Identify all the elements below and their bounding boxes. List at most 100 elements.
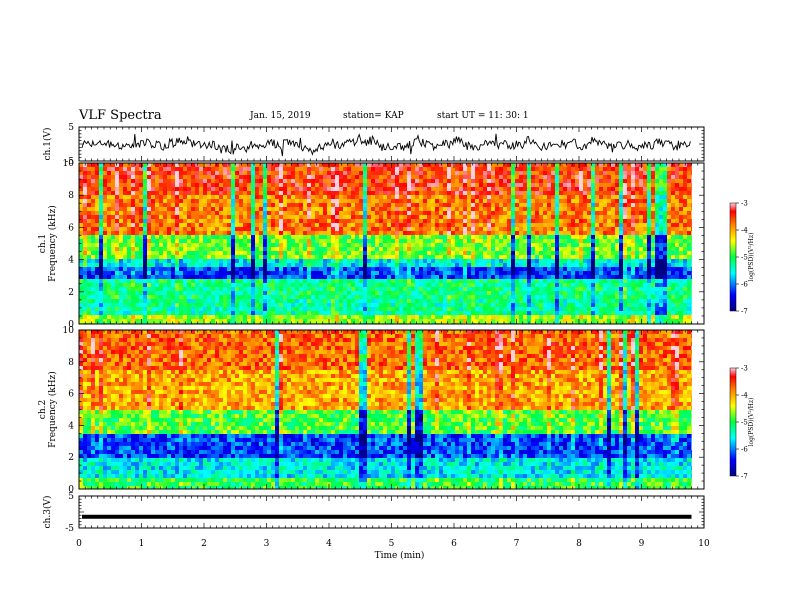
spectrogram-cell — [103, 287, 108, 292]
spectrogram-cell — [431, 247, 436, 252]
spectrogram-cell — [507, 283, 512, 288]
spectrogram-cell — [219, 167, 224, 172]
spectrogram-cell — [175, 167, 180, 172]
spectrogram-cell — [219, 283, 224, 288]
spectrogram-cell — [587, 283, 592, 288]
spectrogram-cell — [291, 199, 296, 204]
spectrogram-cell — [387, 287, 392, 292]
spectrogram-cell — [675, 219, 680, 224]
spectrogram-cell — [539, 211, 544, 216]
spectrogram-cell — [647, 271, 652, 276]
spectrogram-cell — [315, 259, 320, 264]
spectrogram-cell — [135, 175, 140, 180]
spectrogram-cell — [199, 171, 204, 176]
spectrogram-cell — [463, 187, 468, 192]
spectrogram-cell — [351, 283, 356, 288]
spectrogram-cell — [371, 259, 376, 264]
spectrogram-cell — [135, 179, 140, 184]
spectrogram-cell — [303, 247, 308, 252]
spectrogram-cell — [611, 183, 616, 188]
spectrogram-cell — [691, 187, 692, 192]
spectrogram-cell — [663, 283, 668, 288]
spectrogram-cell — [519, 235, 524, 240]
spectrogram-cell — [83, 175, 88, 180]
spectrogram-cell — [443, 191, 448, 196]
spectrogram-cell — [415, 239, 420, 244]
spectrogram-cell — [347, 199, 352, 204]
spectrogram-cell — [287, 199, 292, 204]
spectrogram-cell — [295, 251, 300, 256]
spectrogram-cell — [175, 263, 180, 268]
spectrogram-cell — [531, 191, 536, 196]
spectrogram-cell — [115, 227, 120, 232]
spectrogram-cell — [119, 211, 124, 216]
spectrogram-cell — [567, 235, 572, 240]
spectrogram-cell — [207, 231, 212, 236]
spectrogram-cell — [499, 191, 504, 196]
spectrogram-cell — [691, 199, 692, 204]
spectrogram-cell — [151, 283, 156, 288]
spectrogram-cell — [619, 219, 624, 224]
spectrogram-cell — [259, 251, 264, 256]
spectrogram-cell — [291, 239, 296, 244]
spectrogram-cell — [271, 235, 276, 240]
spectrogram-cell — [307, 271, 312, 276]
spectrogram-cell — [419, 191, 424, 196]
spectrogram-cell — [131, 275, 136, 280]
spectrogram-cell — [327, 243, 332, 248]
spectrogram-cell — [523, 263, 528, 268]
spectrogram-cell — [619, 175, 624, 180]
spectrogram-cell — [511, 247, 516, 252]
spectrogram-cell — [363, 207, 368, 212]
spectrogram-cell — [343, 275, 348, 280]
spectrogram-cell — [647, 259, 652, 264]
spectrogram-cell — [311, 235, 316, 240]
spectrogram-cell — [567, 279, 572, 284]
spectrogram-cell — [427, 231, 432, 236]
spectrogram-cell — [187, 191, 192, 196]
spectrogram-cell — [595, 271, 600, 276]
spectrogram-cell — [551, 179, 556, 184]
spectrogram-cell — [131, 235, 136, 240]
spectrogram-cell — [291, 183, 296, 188]
spectrogram-cell — [591, 275, 596, 280]
spectrogram-cell — [627, 259, 632, 264]
spectrogram-cell — [195, 207, 200, 212]
spectrogram-cell — [275, 219, 280, 224]
spectrogram-cell — [479, 231, 484, 236]
spectrogram-cell — [563, 231, 568, 236]
spectrogram-cell — [459, 255, 464, 260]
spectrogram-cell — [591, 191, 596, 196]
spectrogram-cell — [455, 211, 460, 216]
spectrogram-cell — [367, 183, 372, 188]
spectrogram-cell — [543, 263, 548, 268]
spectrogram-cell — [107, 243, 112, 248]
spectrogram-cell — [267, 183, 272, 188]
spectrogram-cell — [511, 215, 516, 220]
spectrogram-cell — [327, 199, 332, 204]
spectrogram-cell — [571, 215, 576, 220]
spectrogram-cell — [267, 211, 272, 216]
spectrogram-cell — [119, 227, 124, 232]
spectrogram-cell — [471, 207, 476, 212]
spectrogram-cell — [499, 271, 504, 276]
spectrogram-cell — [363, 231, 368, 236]
spectrogram-cell — [603, 231, 608, 236]
spectrogram-cell — [103, 191, 108, 196]
spectrogram-cell — [435, 219, 440, 224]
spectrogram-cell — [451, 243, 456, 248]
spectrogram-cell — [303, 167, 308, 172]
spectrogram-cell — [183, 243, 188, 248]
spectrogram-cell — [379, 199, 384, 204]
spectrogram-cell — [571, 231, 576, 236]
spectrogram-cell — [303, 219, 308, 224]
spectrogram-cell — [167, 163, 172, 168]
spectrogram-cell — [683, 235, 688, 240]
spectrogram-cell — [179, 223, 184, 228]
spectrogram-cell — [511, 199, 516, 204]
spectrogram-cell — [279, 191, 284, 196]
spectrogram-cell — [363, 287, 368, 292]
spectrogram-cell — [87, 179, 92, 184]
spectrogram-cell — [435, 283, 440, 288]
spectrogram-cell — [563, 275, 568, 280]
